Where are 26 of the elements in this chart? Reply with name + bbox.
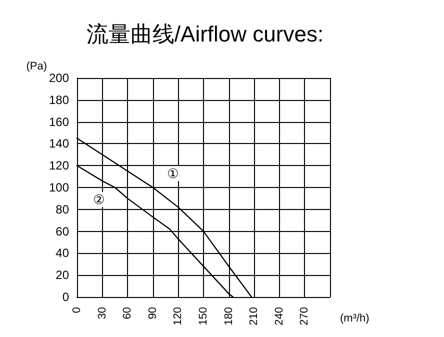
y-tick-label: 140 [48,136,70,151]
y-tick-label: 0 [62,290,70,304]
x-axis-title: (m³/h) [340,312,370,324]
y-tick-label: 60 [56,224,70,238]
y-tick-label: 180 [48,92,70,107]
series-label: ① [167,166,179,181]
y-tick-label: 80 [56,202,70,216]
x-tick-label: 150 [198,307,210,326]
y-tick-label: 120 [48,158,70,173]
x-tick-label: 30 [96,307,108,320]
series-label: ② [93,192,105,207]
y-tick-label: 40 [56,246,70,260]
x-tick-label: 270 [298,307,311,326]
y-tick-label: 200 [48,71,70,85]
x-tick-label: 240 [273,307,286,326]
x-tick-label: 120 [172,307,184,326]
x-tick-label: 0 [71,307,83,314]
x-tick-label: 60 [122,307,134,320]
y-tick-label: 160 [48,114,70,129]
x-tick-label: 210 [248,307,260,326]
x-tick-label: 90 [146,307,159,320]
y-tick-label: 20 [56,268,70,282]
y-tick-label: 100 [48,180,70,194]
x-tick-label: 180 [222,307,235,326]
chart-title: 流量曲线/Airflow curves: [86,22,324,46]
y-axis-title: (Pa) [26,60,47,73]
